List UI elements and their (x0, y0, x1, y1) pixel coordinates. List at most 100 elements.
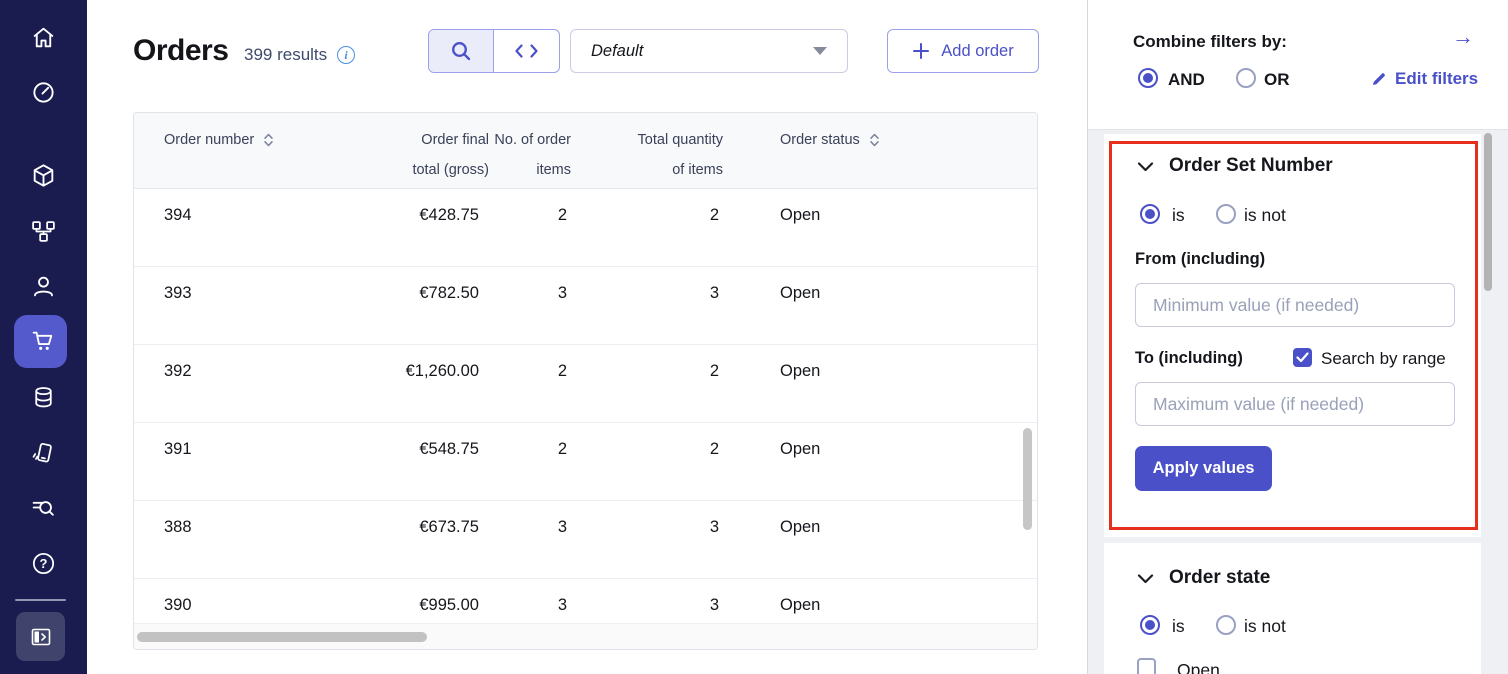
table-vertical-scrollbar[interactable] (1023, 428, 1032, 530)
order-state-open-label: Open (1177, 660, 1220, 674)
column-header-total-quantity: Total quantity of items (637, 132, 723, 178)
view-selector-dropdown[interactable]: Default (570, 29, 848, 73)
column-header-order-status[interactable]: Order status (780, 132, 880, 148)
table-row[interactable]: 393 €782.50 3 3 Open (134, 267, 1037, 345)
cell-order-status: Open (780, 206, 821, 224)
filter-panel: Combine filters by: AND OR Edit filters … (1087, 0, 1508, 674)
order-set-number-title: Order Set Number (1169, 155, 1333, 176)
cell-order-items: 3 (557, 596, 567, 614)
sort-icon (264, 133, 274, 147)
cell-order-number: 392 (164, 362, 192, 380)
osn-is-not-radio[interactable] (1216, 204, 1236, 224)
view-mode-group (428, 29, 560, 73)
max-value-input[interactable] (1135, 382, 1455, 426)
cell-total-quantity: 2 (709, 440, 719, 458)
order-state-is-not-radio[interactable] (1216, 615, 1236, 635)
cell-total-quantity: 2 (709, 206, 719, 224)
order-state-title: Order state (1169, 567, 1271, 588)
combine-or-label: OR (1264, 70, 1290, 89)
add-order-button[interactable]: Add order (887, 29, 1039, 73)
column-header-order-final-total: Order final total (gross) (412, 132, 489, 178)
arrow-right-icon[interactable] (1452, 24, 1474, 50)
cell-order-number: 390 (164, 596, 192, 614)
help-icon[interactable]: ? (30, 550, 57, 577)
chevron-down-icon[interactable] (1137, 160, 1154, 178)
table-row[interactable]: 394 €428.75 2 2 Open (134, 189, 1037, 267)
cell-order-items: 2 (557, 440, 567, 458)
search-list-icon[interactable] (30, 494, 57, 521)
cell-order-total: €1,260.00 (405, 362, 479, 380)
info-icon[interactable] (337, 46, 355, 64)
add-order-label: Add order (941, 41, 1014, 60)
code-view-button[interactable] (494, 30, 559, 72)
cell-order-status: Open (780, 518, 821, 536)
cell-order-items: 3 (557, 518, 567, 536)
table-horizontal-scrollbar-track (134, 623, 1037, 649)
table-row[interactable]: 392 €1,260.00 2 2 Open (134, 345, 1037, 423)
osn-is-not-label: is not (1244, 205, 1286, 225)
table-horizontal-scrollbar[interactable] (137, 632, 427, 642)
cart-icon[interactable] (30, 328, 57, 355)
svg-text:?: ? (40, 556, 48, 571)
workflow-icon[interactable] (30, 218, 57, 245)
sidebar-divider (15, 599, 66, 601)
column-header-order-number[interactable]: Order number (164, 132, 274, 148)
cell-order-number: 394 (164, 206, 192, 224)
customers-icon[interactable] (30, 273, 57, 300)
order-state-card (1104, 543, 1481, 674)
table-row[interactable]: 388 €673.75 3 3 Open (134, 501, 1037, 579)
edit-filters-link[interactable]: Edit filters (1371, 69, 1478, 89)
table-row[interactable]: 391 €548.75 2 2 Open (134, 423, 1037, 501)
search-by-range-checkbox[interactable] (1293, 348, 1312, 367)
search-button[interactable] (429, 30, 494, 72)
cell-order-total: €428.75 (419, 206, 479, 224)
chevron-down-icon[interactable] (1137, 572, 1154, 590)
osn-is-label: is (1172, 205, 1185, 225)
cell-order-total: €673.75 (419, 518, 479, 536)
plus-icon (913, 43, 930, 59)
osn-is-radio[interactable] (1140, 204, 1160, 224)
cell-order-number: 388 (164, 518, 192, 536)
edit-pencil-icon (1373, 73, 1385, 85)
filter-panel-scrollbar[interactable] (1484, 133, 1492, 291)
panel-toggle-icon[interactable] (16, 612, 65, 661)
combine-and-radio[interactable] (1138, 68, 1158, 88)
cell-order-total: €782.50 (419, 284, 479, 302)
from-label: From (including) (1135, 250, 1266, 268)
sort-icon (870, 133, 879, 147)
mobile-icon[interactable] (30, 439, 57, 466)
active-nav-highlight (14, 315, 67, 368)
table-row[interactable]: 390 €995.00 3 3 Open (134, 579, 1037, 649)
combine-and-label: AND (1168, 70, 1205, 89)
order-state-is-radio[interactable] (1140, 615, 1160, 635)
combine-filters-card: Combine filters by: AND OR Edit filters (1088, 0, 1508, 130)
cell-total-quantity: 2 (709, 362, 719, 380)
check-icon (1296, 352, 1309, 363)
database-icon[interactable] (30, 384, 57, 411)
combine-filters-label: Combine filters by: (1133, 32, 1287, 51)
page-title: Orders (133, 34, 229, 67)
view-selector-value: Default (591, 41, 644, 60)
cell-order-status: Open (780, 362, 821, 380)
code-icon (515, 44, 538, 58)
cell-total-quantity: 3 (709, 518, 719, 536)
min-value-input[interactable] (1135, 283, 1455, 327)
main-content: Orders 399 results Default Add order Ord… (87, 0, 1086, 674)
column-header-no-of-order-items: No. of order items (494, 132, 571, 178)
dashboard-icon[interactable] (30, 79, 57, 106)
cell-order-status: Open (780, 284, 821, 302)
cell-order-items: 3 (557, 284, 567, 302)
cell-order-number: 393 (164, 284, 192, 302)
home-icon[interactable] (30, 24, 57, 51)
table-header-row: Order number Order final total (gross) N… (134, 113, 1037, 189)
apply-values-button[interactable]: Apply values (1135, 446, 1272, 491)
cell-order-total: €995.00 (419, 596, 479, 614)
order-state-open-checkbox[interactable] (1137, 658, 1156, 674)
cell-order-number: 391 (164, 440, 192, 458)
sidebar: ? (0, 0, 87, 674)
to-label: To (including) (1135, 349, 1243, 367)
products-icon[interactable] (30, 162, 57, 189)
cell-total-quantity: 3 (709, 284, 719, 302)
cell-order-items: 2 (557, 362, 567, 380)
combine-or-radio[interactable] (1236, 68, 1256, 88)
